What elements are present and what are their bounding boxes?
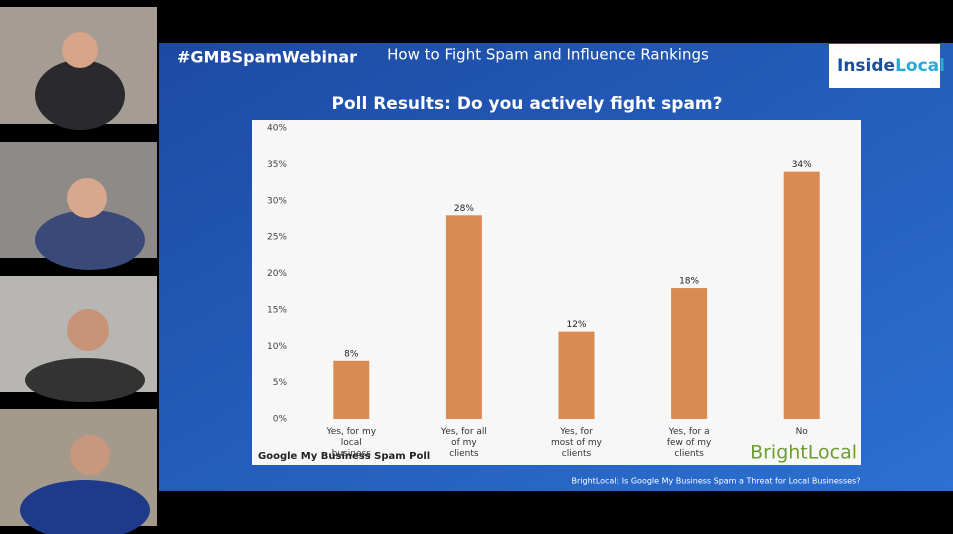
x-tick-line: Yes, for: [559, 427, 593, 437]
bar: [558, 331, 595, 419]
person: [25, 358, 145, 402]
brand-logo: BrightLocal: [750, 442, 857, 464]
logo: InsideLocal: [837, 56, 945, 76]
chart-source: Google My Business Spam Poll: [258, 451, 430, 462]
x-tick-line: few of my: [667, 438, 712, 448]
x-tick-line: local: [341, 438, 362, 448]
chart-title: Poll Results: Do you actively fight spam…: [331, 94, 722, 114]
slide-title: How to Fight Spam and Influence Rankings: [387, 46, 709, 64]
x-tick-line: Yes, for all: [440, 427, 487, 437]
x-tick-label: No: [796, 427, 809, 437]
x-tick-line: No: [796, 427, 809, 437]
hashtag: #GMBSpamWebinar: [177, 48, 357, 67]
x-tick-line: clients: [449, 449, 479, 459]
x-tick-line: clients: [562, 449, 592, 459]
x-tick-line: clients: [674, 449, 704, 459]
value-label: 12%: [566, 320, 586, 330]
bar: [445, 215, 482, 419]
person: [67, 309, 109, 351]
y-tick-label: 20%: [267, 269, 287, 279]
value-label: 8%: [344, 349, 359, 359]
x-tick-label: Yes, for a few of my clients: [667, 427, 712, 459]
bar: [671, 288, 708, 419]
x-tick-label: Yes, for all of my clients: [440, 427, 487, 459]
x-tick-line: of my: [451, 438, 477, 448]
y-tick-label: 10%: [267, 342, 287, 352]
logo-part: Local: [895, 56, 945, 76]
y-tick-label: 25%: [267, 233, 287, 243]
person: [20, 480, 150, 534]
y-tick-label: 5%: [273, 378, 288, 388]
y-tick-label: 35%: [267, 160, 287, 170]
x-tick-label: Yes, for most of my clients: [551, 427, 603, 459]
y-tick-label: 0%: [273, 415, 288, 425]
person: [35, 210, 145, 270]
person: [70, 435, 110, 475]
person: [35, 60, 125, 130]
value-label: 28%: [454, 204, 474, 214]
x-tick-line: Yes, for my: [326, 427, 377, 437]
y-tick-label: 40%: [267, 124, 287, 134]
y-tick-label: 30%: [267, 196, 287, 206]
x-tick-line: business: [332, 449, 372, 459]
value-label: 34%: [792, 160, 812, 170]
bar: [783, 171, 820, 419]
person: [62, 32, 98, 68]
x-tick-line: most of my: [551, 438, 603, 448]
logo-box: [829, 44, 940, 88]
x-tick-line: Yes, for a: [668, 427, 710, 437]
value-label: 18%: [679, 277, 699, 287]
slide-footer: BrightLocal: Is Google My Business Spam …: [572, 477, 861, 486]
bar: [333, 360, 370, 419]
person: [67, 178, 107, 218]
x-tick-label: Yes, for my local business: [326, 427, 377, 459]
y-tick-label: 15%: [267, 305, 287, 315]
logo-part: Inside: [837, 56, 895, 76]
